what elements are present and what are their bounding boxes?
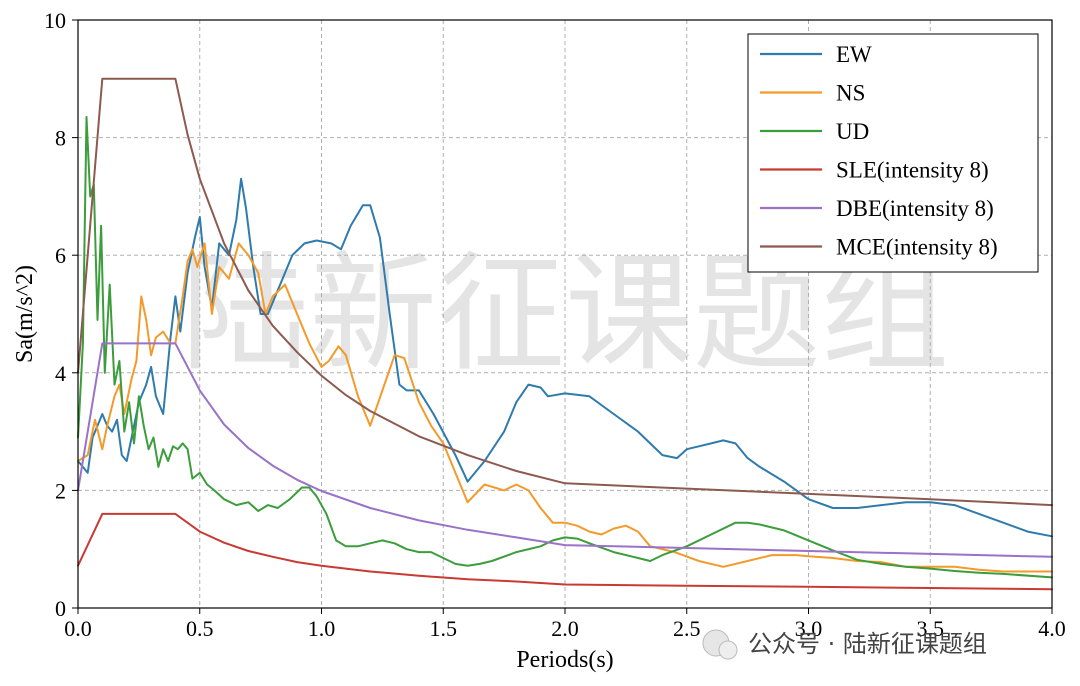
x-tick-label: 1.5 xyxy=(430,616,458,641)
series-line-sle-intensity-8 xyxy=(77,512,1053,591)
series-line-ud xyxy=(77,116,1053,579)
legend-label-ns: NS xyxy=(836,81,865,106)
x-tick-label: 3.5 xyxy=(917,616,945,641)
series-line-dbe-intensity-8 xyxy=(77,342,1053,558)
footer-watermark: 公众号 · 陆新征课题组 xyxy=(702,629,987,660)
legend: EW NS UD SLE(intensity 8) DBE(intensity 8) MC… xyxy=(747,33,1039,273)
x-tick-label: 3.0 xyxy=(795,616,823,641)
y-tick-label: 4 xyxy=(55,361,66,386)
legend-label-ew: EW xyxy=(836,42,872,67)
legend-label-ud: UD xyxy=(836,119,869,144)
legend-items: EW NS UD SLE(intensity 8) DBE(intensity 8) MC… xyxy=(760,42,998,260)
x-axis-label: Periods(s) xyxy=(516,647,613,673)
legend-label-dbe-intensity-8: DBE(intensity 8) xyxy=(836,196,994,221)
x-tick-label: 4.0 xyxy=(1038,616,1066,641)
legend-label-sle-intensity-8: SLE(intensity 8) xyxy=(836,158,989,183)
x-tick-label: 1.0 xyxy=(308,616,336,641)
y-tick-label: 8 xyxy=(55,126,66,151)
series-line-ew xyxy=(77,177,1053,538)
legend-label-mce-intensity-8: MCE(intensity 8) xyxy=(836,235,998,260)
y-axis-label: Sa(m/s^2) xyxy=(12,265,38,363)
y-tick-label: 2 xyxy=(55,478,66,503)
y-tick-label: 0 xyxy=(55,596,66,621)
y-tick-label: 6 xyxy=(55,243,66,268)
x-tick-label: 0.5 xyxy=(186,616,214,641)
x-tick-label: 2.5 xyxy=(673,616,701,641)
x-tick-label: 0.0 xyxy=(64,616,92,641)
y-tick-label: 10 xyxy=(44,8,66,33)
grid-lines xyxy=(78,20,1052,608)
footer-watermark-text: 公众号 · 陆新征课题组 xyxy=(748,630,987,658)
axis-ticks: 0.0 0.5 1.0 1.5 2.0 2.5 3.0 3.5 4.0 0 2 4 6 8 10 xyxy=(44,8,1066,641)
wechat-icon-bubble xyxy=(718,640,738,660)
legend-box xyxy=(747,33,1039,273)
x-tick-label: 2.0 xyxy=(551,616,579,641)
series-layer xyxy=(77,77,1053,591)
series-line-mce-intensity-8 xyxy=(77,77,1053,507)
